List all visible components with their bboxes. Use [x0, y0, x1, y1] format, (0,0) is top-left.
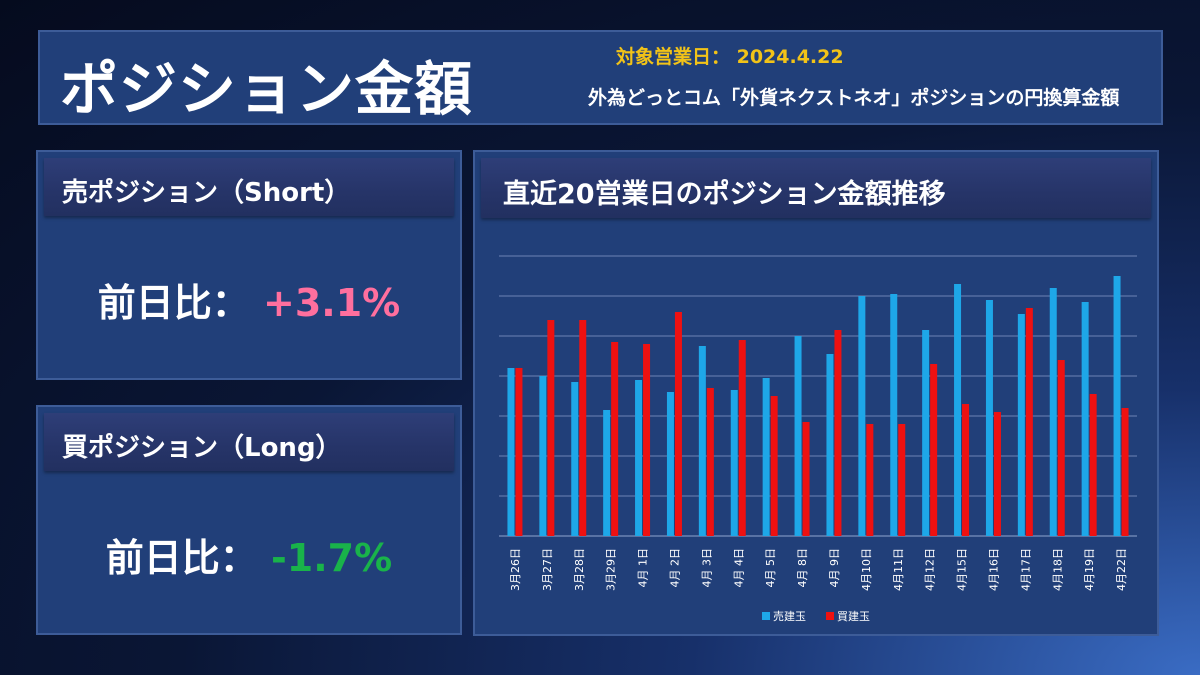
x-tick-label: 4月 4日 [732, 548, 745, 588]
x-tick-label: 4月15日 [956, 548, 969, 591]
bar-long [898, 424, 906, 536]
bar-long [643, 344, 651, 536]
bar-short [730, 390, 738, 536]
bar-long [770, 396, 778, 536]
page-title: ポジション金額 [60, 55, 474, 123]
bar-short [635, 380, 643, 536]
short-change-value: +3.1% [263, 281, 401, 325]
x-tick-label: 4月18日 [1051, 548, 1064, 591]
bar-long [993, 412, 1001, 536]
x-tick-label: 3月27日 [541, 548, 554, 591]
bar-long [547, 320, 555, 536]
long-change-value: -1.7% [271, 536, 393, 580]
bar-long [1121, 408, 1129, 536]
bar-short [826, 354, 834, 536]
bar-short [1081, 302, 1089, 536]
short-panel-title: 売ポジション（Short） [44, 158, 454, 216]
title-bar: ポジション金額 対象営業日： 2024.4.22 外為どっとコム「外貨ネクストネ… [38, 30, 1163, 125]
bar-short [1049, 288, 1057, 536]
bar-long [611, 342, 619, 536]
bar-long [866, 424, 874, 536]
short-change-label: 前日比： [97, 281, 250, 325]
bar-short [954, 284, 962, 536]
long-change-row: 前日比： -1.7% [38, 527, 460, 582]
bar-long [930, 364, 938, 536]
chart-title: 直近20営業日のポジション金額推移 [481, 158, 1151, 218]
bar-long [706, 388, 714, 536]
bar-long [1057, 360, 1065, 536]
legend-swatch-long [826, 612, 834, 620]
bar-short [666, 392, 674, 536]
bar-long [802, 422, 810, 536]
bar-short [985, 300, 993, 536]
bar-long [962, 404, 970, 536]
bar-short [858, 296, 866, 536]
x-tick-label: 4月 3日 [700, 548, 713, 588]
bar-short [603, 410, 611, 536]
bar-short [794, 336, 802, 536]
bar-short [1017, 314, 1025, 536]
legend-label-short: 売建玉 [773, 609, 806, 623]
business-date: 対象営業日： 2024.4.22 [616, 46, 844, 68]
x-tick-label: 4月12日 [924, 548, 937, 591]
bar-short [762, 378, 770, 536]
x-tick-label: 4月16日 [987, 548, 1000, 591]
bar-short [1113, 276, 1121, 536]
x-tick-label: 3月26日 [509, 548, 522, 591]
x-tick-label: 4月22日 [1115, 548, 1128, 591]
x-tick-label: 4月19日 [1083, 548, 1096, 591]
bar-short [890, 294, 898, 536]
x-tick-label: 4月17日 [1019, 548, 1032, 591]
x-tick-label: 3月28日 [573, 548, 586, 591]
bar-short [571, 382, 579, 536]
bar-short [539, 376, 547, 536]
bar-long [1089, 394, 1097, 536]
bar-long [674, 312, 682, 536]
short-position-panel: 売ポジション（Short） 前日比： +3.1% [36, 150, 462, 380]
x-tick-label: 4月11日 [892, 548, 905, 591]
long-position-panel: 買ポジション（Long） 前日比： -1.7% [36, 405, 462, 635]
bar-short [507, 368, 515, 536]
long-change-label: 前日比： [105, 536, 258, 580]
bar-long [834, 330, 842, 536]
legend-label-long: 買建玉 [837, 609, 870, 623]
bar-short [698, 346, 706, 536]
chart-panel: 直近20営業日のポジション金額推移 3月26日 3月27日 3月28日 3月29日 4月… [473, 150, 1159, 636]
legend-swatch-short [762, 612, 770, 620]
x-tick-label: 4月 8日 [796, 548, 809, 588]
x-tick-label: 3月29日 [605, 548, 618, 591]
position-chart: 3月26日 3月27日 3月28日 3月29日 4月 1日 4月 2日 4月 3日 4月 4日… [499, 255, 1137, 623]
bar-long [1025, 308, 1033, 536]
x-tick-label: 4月10日 [860, 548, 873, 591]
x-tick-label: 4月 5日 [764, 548, 777, 588]
x-tick-label: 4月 1日 [637, 548, 650, 588]
bar-long [515, 368, 523, 536]
bar-long [579, 320, 587, 536]
bar-short [922, 330, 930, 536]
x-tick-label: 4月 9日 [828, 548, 841, 588]
short-change-row: 前日比： +3.1% [38, 272, 460, 327]
x-tick-label: 4月 2日 [668, 548, 681, 588]
long-panel-title: 買ポジション（Long） [44, 413, 454, 471]
page-subtitle: 外為どっとコム「外貨ネクストネオ」ポジションの円換算金額 [588, 87, 1120, 109]
bar-long [738, 340, 746, 536]
